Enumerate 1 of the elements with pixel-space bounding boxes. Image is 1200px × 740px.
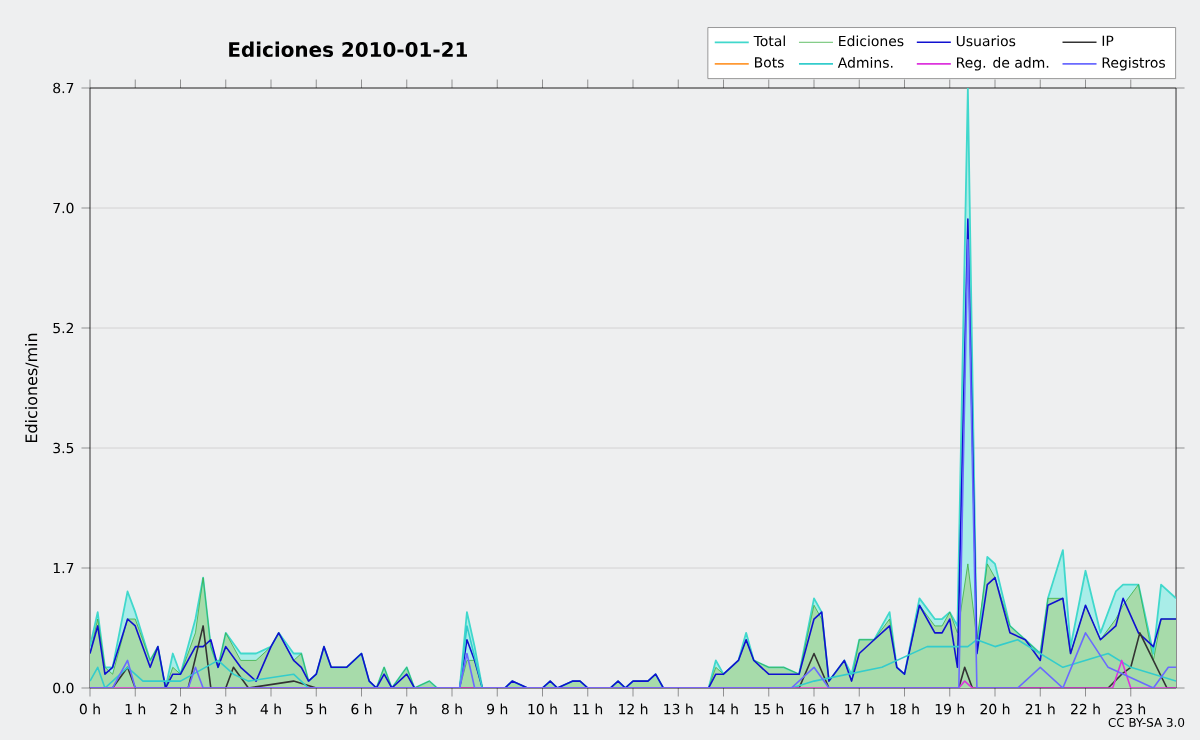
chart-title: Ediciones 2010-01-21 bbox=[229, 41, 467, 57]
